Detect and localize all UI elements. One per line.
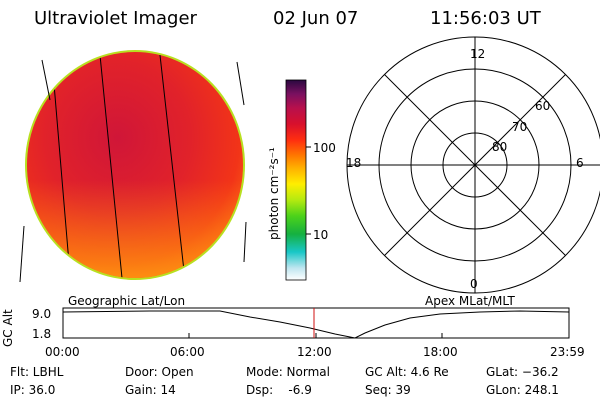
- mlt-label-6: 6: [576, 156, 584, 170]
- status-dsp: Dsp: -6.9: [246, 383, 312, 397]
- timeline-right-title: Apex MLat/MLT: [425, 294, 515, 308]
- colorbar-unit-label: photon cm⁻²s⁻¹: [267, 147, 281, 240]
- time-label: 11:56:03 UT: [430, 8, 541, 29]
- timeline-plot: [62, 307, 570, 339]
- timeline-xtick-4: 23:59: [550, 345, 585, 359]
- mlt-label-18: 18: [346, 156, 362, 170]
- status-gc-alt: GC Alt: 4.6 Re: [365, 365, 449, 379]
- lat-label-70: 70: [512, 120, 528, 134]
- date-label: 02 Jun 07: [273, 8, 359, 29]
- timeline-xtick-2: 12:00: [297, 345, 332, 359]
- status-gain: Gain: 14: [125, 383, 176, 397]
- lat-label-60: 60: [535, 99, 551, 113]
- status-seq: Seq: 39: [365, 383, 411, 397]
- timeline-xtick-1: 06:00: [170, 345, 205, 359]
- polar-grid: [346, 36, 600, 294]
- mlt-label-12: 12: [470, 47, 486, 61]
- timeline-ytick-bottom: 1.8: [32, 327, 52, 341]
- status-glat: GLat: −36.2: [486, 365, 559, 379]
- colorbar-tick-100: 100: [313, 141, 336, 155]
- color-scale-bar: [285, 79, 311, 281]
- timeline-left-title: Geographic Lat/Lon: [68, 294, 186, 308]
- status-filter: Flt: LBHL: [10, 365, 64, 379]
- earth-disk-image: [19, 50, 247, 283]
- timeline-xtick-0: 00:00: [45, 345, 80, 359]
- timeline-xtick-3: 18:00: [423, 345, 458, 359]
- instrument-title: Ultraviolet Imager: [34, 8, 197, 29]
- lat-label-80: 80: [492, 140, 508, 154]
- mlt-label-0: 0: [470, 277, 478, 291]
- status-mode: Mode: Normal: [246, 365, 330, 379]
- timeline-ytick-top: 9.0: [32, 307, 52, 321]
- status-door: Door: Open: [125, 365, 194, 379]
- status-ip: IP: 36.0: [10, 383, 56, 397]
- timeline-ylabel: GC Alt: [1, 309, 15, 347]
- colorbar-tick-10: 10: [313, 228, 329, 242]
- status-glon: GLon: 248.1: [486, 383, 559, 397]
